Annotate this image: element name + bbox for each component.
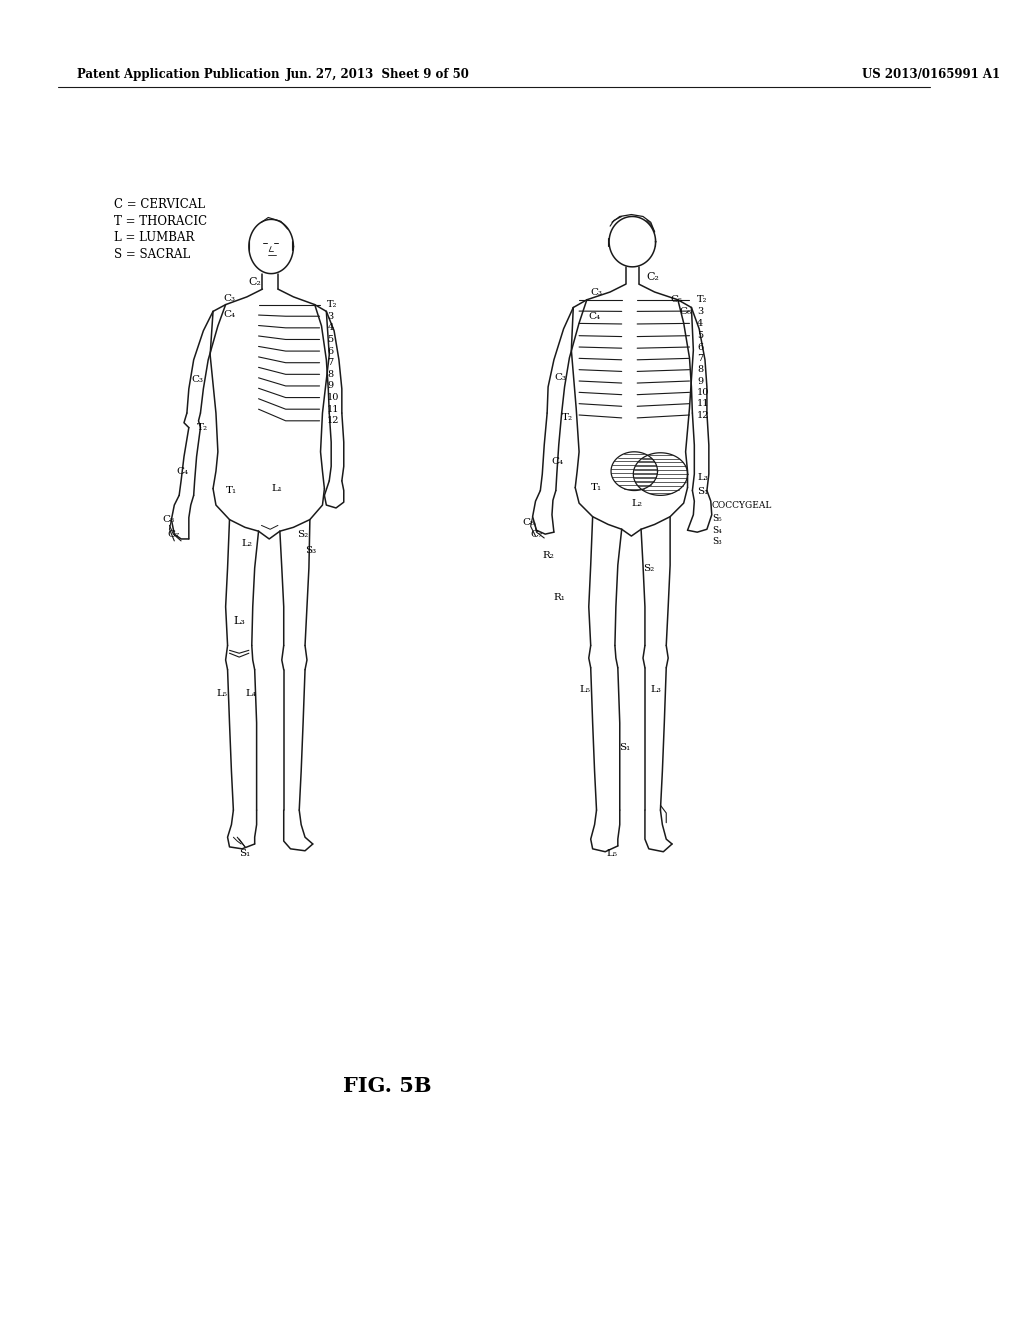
- Text: C₄: C₄: [223, 310, 236, 319]
- Text: 6: 6: [697, 342, 703, 351]
- Text: L₁: L₁: [271, 484, 283, 494]
- Text: C₈: C₈: [162, 515, 174, 524]
- Text: C₃: C₃: [590, 288, 602, 297]
- Text: 7: 7: [328, 358, 334, 367]
- Text: S₄: S₄: [712, 525, 722, 535]
- Text: S₁: S₁: [618, 743, 630, 751]
- Text: 8: 8: [697, 366, 703, 374]
- Text: S₁: S₁: [240, 849, 251, 858]
- Text: 6: 6: [328, 347, 334, 355]
- Text: T₁: T₁: [591, 483, 602, 492]
- Text: C₅: C₅: [670, 296, 682, 305]
- Text: S = SACRAL: S = SACRAL: [115, 248, 190, 261]
- Text: C₇: C₇: [167, 529, 179, 539]
- Text: S₂: S₂: [643, 564, 654, 573]
- Text: T₂: T₂: [562, 413, 573, 422]
- Text: C₄: C₄: [552, 457, 563, 466]
- Text: 10: 10: [697, 388, 710, 397]
- Text: S₅: S₅: [712, 513, 722, 523]
- Text: Jun. 27, 2013  Sheet 9 of 50: Jun. 27, 2013 Sheet 9 of 50: [286, 67, 470, 81]
- Text: 4: 4: [697, 319, 703, 327]
- Text: C₄: C₄: [177, 467, 188, 475]
- Text: 12: 12: [328, 416, 340, 425]
- Text: L₅: L₅: [580, 685, 591, 693]
- Text: 3: 3: [328, 312, 334, 321]
- Text: L₄: L₄: [245, 689, 256, 698]
- Text: R₂: R₂: [542, 550, 554, 560]
- Text: 9: 9: [697, 376, 703, 385]
- Text: 8: 8: [328, 370, 334, 379]
- Text: COCCYGEAL: COCCYGEAL: [712, 500, 772, 510]
- Text: T₂: T₂: [697, 296, 708, 305]
- Text: C₆: C₆: [680, 306, 692, 315]
- Text: 11: 11: [328, 405, 340, 413]
- Text: L₅: L₅: [606, 849, 617, 858]
- Text: C₃: C₃: [223, 294, 236, 304]
- Text: C₄: C₄: [588, 312, 600, 321]
- Text: T₁: T₁: [226, 486, 238, 495]
- Text: 3: 3: [697, 306, 703, 315]
- Text: US 2013/0165991 A1: US 2013/0165991 A1: [862, 67, 1000, 81]
- Text: L₃: L₃: [233, 616, 245, 626]
- Text: C = CERVICAL: C = CERVICAL: [115, 198, 205, 211]
- Text: R₁: R₁: [554, 593, 565, 602]
- Text: C₂: C₂: [249, 277, 261, 288]
- Text: 11: 11: [697, 399, 710, 408]
- Text: S₂: S₂: [297, 529, 308, 539]
- Text: L₃: L₃: [697, 474, 709, 482]
- Text: L₅: L₅: [216, 689, 227, 698]
- Text: C₇: C₇: [530, 529, 543, 539]
- Text: 7: 7: [697, 354, 703, 363]
- Text: T₂: T₂: [328, 300, 338, 309]
- Text: C₃: C₃: [555, 372, 566, 381]
- Text: T₂: T₂: [197, 424, 208, 432]
- Text: 9: 9: [328, 381, 334, 391]
- Text: Patent Application Publication: Patent Application Publication: [78, 67, 280, 81]
- Text: L₂: L₂: [632, 499, 642, 508]
- Text: 5: 5: [328, 335, 334, 345]
- Text: S₃: S₃: [305, 546, 316, 556]
- Text: L = LUMBAR: L = LUMBAR: [115, 231, 195, 244]
- Text: 5: 5: [697, 331, 703, 341]
- Text: 12: 12: [697, 411, 710, 420]
- Text: C₂: C₂: [647, 272, 659, 282]
- Text: L₃: L₃: [650, 685, 662, 693]
- Text: C₈: C₈: [522, 517, 535, 527]
- Text: C₃: C₃: [191, 375, 204, 384]
- Text: S₃: S₃: [712, 537, 722, 546]
- Text: T = THORACIC: T = THORACIC: [115, 215, 208, 228]
- Text: FIG. 5B: FIG. 5B: [343, 1076, 431, 1096]
- Text: 4: 4: [328, 323, 334, 333]
- Text: L₂: L₂: [242, 540, 253, 548]
- Text: 10: 10: [328, 393, 340, 403]
- Text: S₁: S₁: [697, 487, 709, 496]
